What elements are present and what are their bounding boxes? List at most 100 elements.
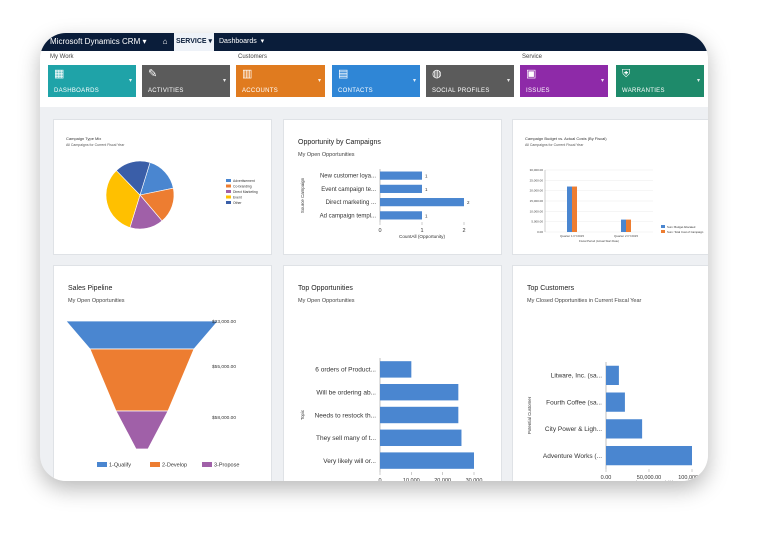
bar bbox=[606, 419, 643, 439]
tile-accounts[interactable]: ▥ ACCOUNTS ▾ bbox=[236, 65, 325, 97]
tile-social-profiles[interactable]: ◍ SOCIAL PROFILES ▾ bbox=[426, 65, 514, 97]
funnel-segment bbox=[65, 320, 219, 350]
y-tick-label: 15,000.00 bbox=[530, 199, 544, 203]
sitemap-navigation: My Work Customers Service ▦ DASHBOARDS ▾… bbox=[40, 51, 708, 107]
card-title: Campaign Budget vs. Actual Costs (By Fis… bbox=[525, 136, 607, 141]
legend-swatch bbox=[661, 225, 665, 228]
legend-swatch bbox=[226, 201, 231, 204]
bar bbox=[380, 383, 459, 401]
x-tick-label: 100,000.00 bbox=[678, 475, 706, 481]
legend-label: Sum: Total Cost of Campaign bbox=[667, 230, 704, 234]
legend-swatch bbox=[226, 179, 231, 182]
legend-label: Sum: Budget Allocated bbox=[667, 225, 696, 229]
category-label: New customer loya... bbox=[320, 174, 376, 180]
warranties-icon: ⛨ bbox=[622, 68, 631, 80]
category-label: Needs to restock th... bbox=[315, 412, 377, 419]
legend-swatch bbox=[150, 462, 160, 467]
y-tick-label: 10,000.00 bbox=[530, 209, 544, 213]
funnel-chart: $23,000.00 $55,000.00 $58,000.00 1-Qualify 2… bbox=[65, 319, 239, 469]
tile-dashboards[interactable]: ▦ DASHBOARDS ▾ bbox=[48, 65, 136, 97]
legend-label: Other bbox=[233, 201, 242, 205]
app-title[interactable]: Microsoft Dynamics CRM ▾ bbox=[50, 37, 147, 46]
area-tab-service[interactable]: SERVICE ▾ bbox=[174, 33, 214, 51]
home-icon[interactable]: ⌂ bbox=[162, 37, 168, 46]
column-bar bbox=[626, 219, 631, 232]
category-label: Litware, Inc. (sa... bbox=[551, 373, 602, 380]
legend-label: Direct Marketing bbox=[233, 190, 258, 194]
card-title: Sales Pipeline bbox=[68, 285, 113, 292]
crm-window: Microsoft Dynamics CRM ▾ ⌂ SERVICE ▾ Das… bbox=[40, 33, 708, 481]
card-top-customers: Top Customers My Closed Opportunities in… bbox=[512, 265, 708, 481]
breadcrumb-dashboards[interactable]: Dashboards ▾ bbox=[219, 38, 265, 45]
data-label: 1 bbox=[425, 187, 428, 192]
category-label: Adventure Works (... bbox=[543, 453, 602, 460]
x-tick-label: 10,000 bbox=[403, 478, 420, 481]
bar-chart: Litware, Inc. (sa... Fourth Coffee (sa...… bbox=[527, 362, 706, 481]
legend-swatch bbox=[226, 195, 231, 199]
x-tick-label: Quarter 1 FY2015 bbox=[560, 234, 584, 238]
pie-slice bbox=[105, 170, 141, 228]
y-axis-label: Potential Customer bbox=[527, 396, 532, 434]
bar bbox=[380, 184, 422, 193]
legend-swatch bbox=[202, 462, 212, 467]
data-label: 1 bbox=[425, 213, 428, 218]
bar bbox=[380, 429, 462, 447]
legend-swatch bbox=[226, 190, 231, 193]
social-icon: ◍ bbox=[432, 68, 442, 80]
y-tick-label: 30,000.00 bbox=[530, 168, 544, 172]
x-axis-label: Fiscal Period (Actual Start Date) bbox=[579, 239, 619, 243]
x-axis-label: Sum (Est. Revenue) ($) bbox=[625, 480, 674, 481]
x-tick-label: 50,000.00 bbox=[637, 475, 661, 481]
card-subtitle: My Closed Opportunities in Current Fisca… bbox=[527, 298, 642, 304]
column-bar bbox=[567, 186, 572, 232]
top-navigation-bar: Microsoft Dynamics CRM ▾ ⌂ SERVICE ▾ Das… bbox=[40, 33, 708, 51]
chevron-down-icon: ▾ bbox=[696, 78, 700, 84]
tile-contacts[interactable]: ▤ CONTACTS ▾ bbox=[332, 65, 420, 97]
card-subtitle: My Open Opportunities bbox=[68, 298, 125, 304]
card-campaign-budget: Campaign Budget vs. Actual Costs (By Fis… bbox=[512, 119, 708, 255]
chevron-down-icon: ▾ bbox=[222, 78, 226, 84]
group-label-my-work: My Work bbox=[50, 54, 74, 60]
bar bbox=[606, 365, 619, 386]
bar bbox=[380, 211, 422, 220]
card-subtitle: All Campaigns for Current Fiscal Year bbox=[525, 143, 584, 147]
y-axis-label: Source Campaign bbox=[300, 177, 305, 213]
chevron-down-icon: ▾ bbox=[142, 37, 147, 46]
category-label: Will be ordering ab... bbox=[316, 389, 376, 396]
bar bbox=[380, 171, 422, 180]
card-title: Top Opportunities bbox=[298, 285, 353, 292]
legend-label: 2-Develop bbox=[162, 463, 187, 469]
category-label: City Power & Ligh... bbox=[545, 426, 602, 433]
contacts-icon: ▤ bbox=[338, 68, 349, 80]
category-label: Ad campaign templ... bbox=[320, 213, 377, 219]
bar bbox=[380, 361, 412, 378]
funnel-value-label: $55,000.00 bbox=[212, 364, 236, 370]
bar-chart: New customer loya... 1 Event campaign te..… bbox=[300, 169, 470, 239]
chevron-down-icon: ▾ bbox=[506, 78, 510, 84]
legend-label: 1-Qualify bbox=[109, 463, 131, 469]
bar-chart: 6 orders of Product... Will be ordering a… bbox=[300, 358, 482, 481]
legend-label: Event bbox=[233, 196, 242, 200]
category-label: Very likely will or... bbox=[323, 458, 376, 465]
card-campaign-type-mix: Campaign Type Mix All Campaigns for Curr… bbox=[53, 119, 272, 255]
group-label-customers: Customers bbox=[238, 54, 268, 60]
tile-activities[interactable]: ✎ ACTIVITIES ▾ bbox=[142, 65, 230, 97]
card-title: Opportunity by Campaigns bbox=[298, 139, 381, 146]
tile-issues[interactable]: ▣ ISSUES ▾ bbox=[520, 65, 608, 97]
category-label: They sell many of t... bbox=[316, 435, 376, 442]
card-title: Top Customers bbox=[527, 285, 575, 292]
card-subtitle: My Open Opportunities bbox=[298, 152, 355, 158]
card-title: Campaign Type Mix bbox=[66, 136, 102, 141]
x-tick-label: 1 bbox=[420, 228, 423, 234]
chevron-down-icon: ▾ bbox=[260, 38, 265, 45]
tile-warranties[interactable]: ⛨ WARRANTIES ▾ bbox=[616, 65, 704, 97]
legend-label: Co-branding bbox=[233, 185, 252, 189]
x-axis-label: CountAll (Opportunity) bbox=[399, 234, 446, 239]
x-tick-label: 0.00 bbox=[601, 475, 612, 481]
activities-icon: ✎ bbox=[148, 68, 158, 80]
funnel-value-label: $23,000.00 bbox=[212, 319, 236, 325]
column-bar bbox=[621, 219, 626, 232]
x-tick-label: 0 bbox=[378, 228, 381, 234]
y-tick-label: 5,000.00 bbox=[531, 220, 543, 224]
legend-swatch bbox=[226, 184, 231, 188]
